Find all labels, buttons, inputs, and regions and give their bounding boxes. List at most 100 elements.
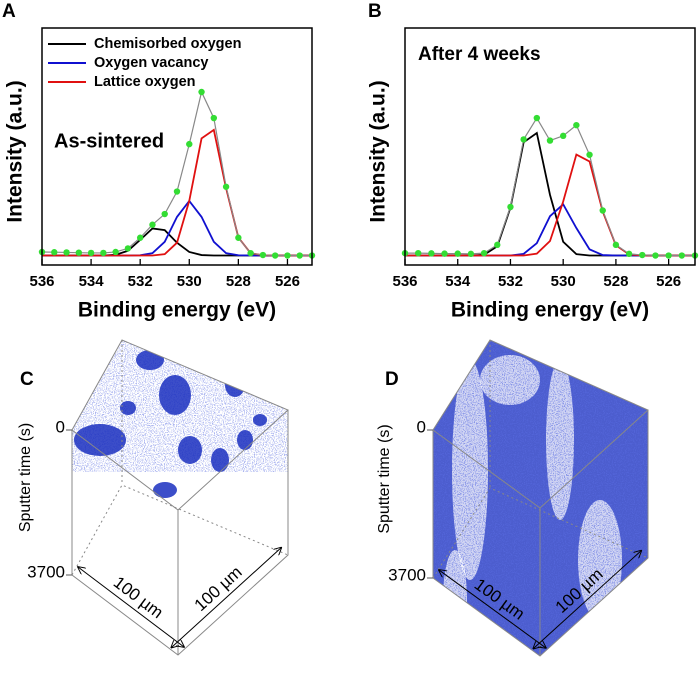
z-axis-label: Sputter time (s): [376, 424, 393, 533]
x-tick-label: 530: [551, 273, 576, 290]
data-point: [612, 241, 620, 249]
data-point: [63, 249, 70, 256]
data-point: [559, 132, 567, 140]
data-point: [533, 114, 541, 122]
x-tick-label: 530: [177, 273, 202, 290]
data-point: [520, 136, 527, 143]
cluster: [253, 414, 267, 426]
y-axis-label: Intensity (a.u.): [367, 80, 390, 222]
fit-line: [405, 131, 695, 257]
cluster: [120, 401, 136, 415]
x-tick-label: 526: [656, 273, 681, 290]
data-point: [222, 183, 230, 190]
legend-label: Oxygen vacancy: [94, 55, 208, 71]
data-point: [665, 252, 672, 259]
x-tick-label: 526: [275, 273, 300, 290]
dimension-arrow: [439, 570, 546, 648]
data-point: [100, 249, 107, 257]
x-axis-label: Binding energy (eV): [451, 299, 649, 322]
fit-line: [42, 199, 312, 257]
data-point: [259, 251, 267, 259]
data-point: [454, 250, 461, 257]
data-point: [198, 88, 205, 96]
z-tick-label: 0: [417, 417, 426, 436]
plot-frame: [41, 27, 313, 266]
cluster: [237, 430, 253, 450]
legend-label: Chemisorbed oxygen: [94, 36, 241, 52]
data-point: [296, 252, 303, 259]
data-point: [586, 151, 593, 158]
y-axis-label: Intensity (a.u.): [4, 80, 27, 222]
dimension-label: 100 µm: [191, 562, 246, 614]
data-point: [149, 221, 156, 228]
hidden-edge: [71, 484, 289, 576]
z-tick-label: 0: [56, 417, 65, 436]
measured-line: [41, 90, 312, 257]
data-point: [271, 252, 279, 259]
data-point: [678, 252, 686, 259]
panel-label: D: [385, 369, 399, 390]
x-tick-label: 528: [603, 273, 628, 290]
data-point: [247, 249, 254, 257]
data-point: [494, 241, 501, 249]
data-point: [124, 245, 132, 252]
cluster: [136, 350, 164, 370]
x-tick-label: 532: [128, 273, 153, 290]
x-tick-label: 534: [79, 273, 105, 290]
x-tick-label: 532: [498, 273, 523, 290]
x-tick-label: 536: [29, 273, 54, 290]
data-point: [173, 188, 181, 195]
dimension-arrow: [78, 567, 184, 647]
z-axis-label: Sputter time (s): [17, 423, 34, 532]
dimension-arrow: [171, 548, 281, 648]
dimension-arrow: [533, 551, 641, 649]
cluster: [159, 375, 191, 415]
x-axis-label: Binding energy (eV): [78, 299, 276, 322]
fit-line: [405, 153, 695, 257]
annotation: As-sintered: [54, 130, 164, 152]
cluster: [211, 448, 229, 472]
volume: [72, 340, 288, 498]
data-point: [599, 207, 606, 214]
data-point: [284, 252, 291, 259]
data-point: [546, 137, 554, 144]
data-point: [51, 249, 58, 256]
data-point: [112, 248, 119, 256]
cluster: [178, 436, 202, 464]
data-point: [210, 114, 218, 122]
plot-frame: [404, 27, 696, 266]
data-point: [573, 121, 580, 129]
fit-line: [405, 202, 695, 257]
data-point: [652, 252, 659, 259]
data-point: [414, 249, 422, 257]
data-point: [639, 251, 646, 259]
annotation: After 4 weeks: [418, 44, 541, 65]
cluster: [195, 357, 215, 373]
panel-label: A: [2, 1, 16, 22]
x-tick-label: 536: [392, 273, 417, 290]
z-tick-label: 3700: [27, 562, 65, 581]
panel-label: C: [20, 369, 34, 390]
data-point: [625, 250, 633, 258]
legend-label: Lattice oxygen: [94, 74, 196, 90]
data-point: [441, 250, 448, 257]
data-point: [87, 249, 95, 257]
cluster: [153, 482, 177, 498]
data-point: [467, 250, 475, 258]
panel-label: B: [368, 1, 382, 22]
data-point: [186, 140, 193, 148]
x-tick-label: 534: [445, 273, 471, 290]
x-tick-label: 528: [226, 273, 251, 290]
data-point: [75, 249, 83, 256]
z-tick-label: 3700: [388, 565, 426, 584]
data-point: [507, 203, 514, 211]
data-point: [161, 210, 168, 218]
data-point: [235, 234, 242, 241]
hidden-edge: [432, 487, 649, 579]
cluster: [74, 424, 126, 456]
data-point: [428, 250, 435, 257]
data-point: [480, 249, 488, 257]
data-point: [136, 234, 144, 241]
